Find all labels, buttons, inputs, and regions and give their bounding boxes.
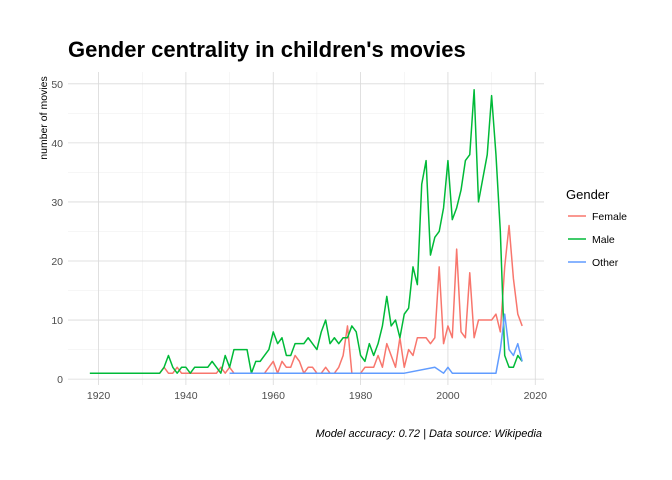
y-tick-label: 0 [57,374,63,386]
chart-caption: Model accuracy: 0.72 | Data source: Wiki… [315,428,542,440]
y-tick-label: 10 [51,315,63,327]
series-line-other [229,313,523,374]
series-lines [89,88,523,374]
legend-title: Gender [566,187,610,202]
legend-label-other: Other [592,257,619,269]
legend: Gender Female Male Other [566,187,627,269]
y-tick-label: 50 [51,79,63,91]
x-tick-label: 1980 [349,390,373,402]
y-tick-label: 40 [51,138,63,150]
series-line-female [159,224,523,374]
y-tick-label: 30 [51,197,63,209]
series-line-male [89,88,523,374]
y-axis-label: number of movies [38,76,50,159]
axis-ticks: 1920 1940 1960 1980 2000 2020 0 10 20 30 40 50 [51,79,547,402]
x-tick-label: 2000 [436,390,460,402]
chart-title: Gender centrality in children's movies [68,37,466,62]
y-tick-label: 20 [51,256,63,268]
x-tick-label: 2020 [524,390,548,402]
legend-label-female: Female [592,211,627,223]
grid [68,72,544,385]
x-tick-label: 1920 [87,390,111,402]
legend-label-male: Male [592,234,615,246]
x-tick-label: 1940 [174,390,198,402]
x-tick-label: 1960 [262,390,286,402]
